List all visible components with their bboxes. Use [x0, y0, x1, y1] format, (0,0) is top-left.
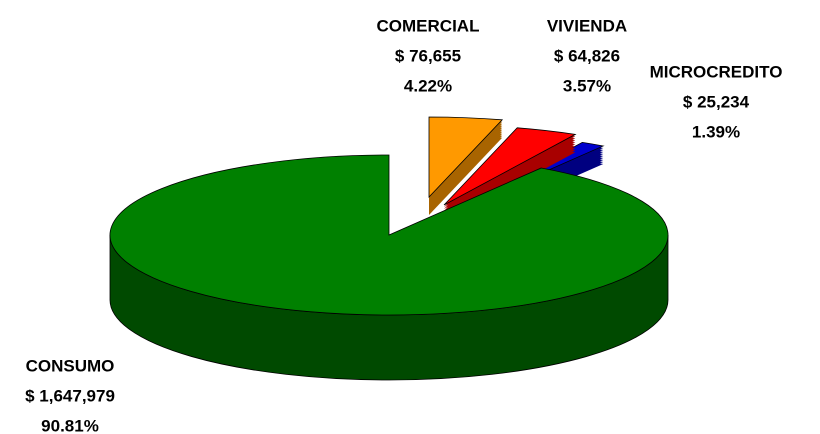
slice: [109, 154, 669, 316]
slice: [428, 116, 504, 199]
percent-label: 4.22%: [404, 76, 452, 95]
value-label: $ 25,234: [683, 92, 750, 111]
percent-label: 3.57%: [563, 76, 611, 95]
value-label: $ 76,655: [395, 46, 461, 65]
value-label: $ 64,826: [554, 46, 620, 65]
percent-label: 1.39%: [692, 122, 740, 141]
category-label: MICROCREDITO: [650, 62, 783, 81]
category-label: VIVIENDA: [547, 16, 627, 35]
percent-label: 90.81%: [41, 416, 99, 434]
value-label: $ 1,647,979: [25, 386, 115, 405]
slice: [443, 127, 577, 206]
category-label: COMERCIAL: [377, 16, 480, 35]
category-label: CONSUMO: [26, 356, 115, 375]
